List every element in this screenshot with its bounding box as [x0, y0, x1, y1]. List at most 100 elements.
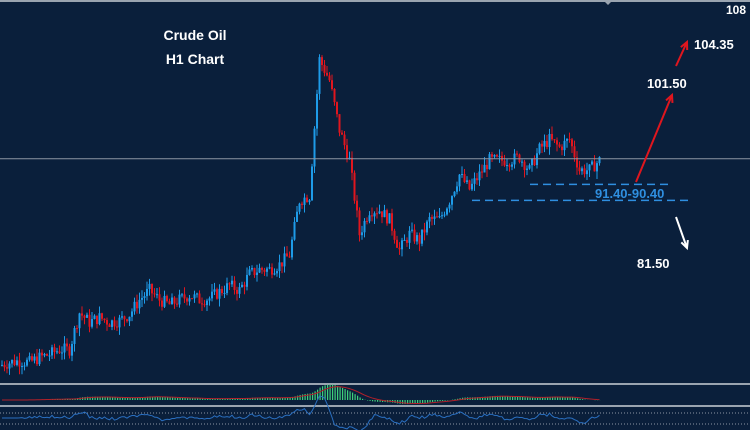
histogram-bar: [439, 400, 441, 402]
histogram-bar: [127, 397, 129, 400]
histogram-bar: [172, 397, 174, 400]
histogram-bar: [134, 397, 136, 400]
histogram-bar: [567, 397, 569, 400]
candle-body: [116, 326, 118, 328]
histogram-bar: [137, 397, 139, 400]
histogram-bar: [379, 400, 381, 402]
candle-body: [3, 364, 6, 368]
candle-body: [331, 80, 333, 90]
candle-body: [126, 319, 128, 322]
candle-body: [66, 343, 68, 347]
histogram-bar: [507, 396, 509, 400]
candle-body: [541, 143, 543, 147]
histogram-bar: [174, 397, 176, 400]
candle-body: [301, 203, 303, 205]
up-arrow-icon: [635, 94, 673, 183]
candle-body: [153, 293, 156, 295]
candle-body: [118, 317, 121, 328]
candle-body: [203, 304, 206, 306]
histogram-bar: [537, 397, 539, 400]
candle-body: [396, 239, 398, 248]
candle-body: [336, 102, 338, 115]
histogram-bar: [214, 398, 216, 400]
candle-body: [506, 165, 508, 167]
histogram-bar: [559, 397, 561, 400]
candle-body: [568, 139, 571, 141]
candle-body: [393, 230, 396, 240]
candle-body: [596, 163, 598, 172]
candle-body: [256, 272, 258, 276]
candle-body: [178, 294, 181, 305]
histogram-bar: [554, 396, 556, 400]
candle-body: [446, 208, 448, 215]
candle-body: [386, 210, 388, 224]
histogram-bar: [329, 384, 331, 400]
histogram-bar: [369, 400, 371, 401]
candle-body: [246, 274, 248, 287]
histogram-bar: [442, 400, 444, 401]
candle-body: [481, 171, 483, 173]
candle-body: [151, 283, 153, 294]
candle-body: [33, 356, 36, 361]
histogram-bar: [289, 397, 291, 400]
candle-body: [423, 229, 426, 233]
candle-body: [321, 57, 323, 65]
candle-body: [441, 215, 443, 217]
candle-body: [196, 293, 198, 295]
histogram-bar: [259, 397, 261, 400]
histogram-bar: [409, 400, 411, 404]
histogram-bar: [139, 397, 141, 400]
down-arrow-icon: [675, 216, 688, 249]
candle-body: [363, 220, 366, 233]
up-arrow-icon-head: [665, 92, 674, 104]
candle-body: [558, 144, 561, 147]
candle-body: [276, 271, 278, 274]
candle-body: [248, 269, 251, 275]
histogram-bar: [577, 398, 579, 400]
candle-body: [86, 314, 88, 318]
candle-body: [121, 316, 123, 318]
candle-body: [311, 166, 313, 201]
candle-body: [111, 320, 113, 327]
histogram-bar: [427, 400, 429, 403]
histogram-bar: [484, 396, 486, 400]
candle-body: [103, 318, 106, 321]
histogram-bar: [157, 396, 159, 400]
candle-body: [236, 289, 238, 294]
histogram-bar: [104, 396, 106, 400]
candle-body: [123, 316, 126, 320]
candle-body: [408, 230, 411, 243]
histogram-bar: [162, 397, 164, 400]
histogram-bar: [112, 397, 114, 400]
candle-body: [46, 353, 48, 356]
histogram-bar: [412, 400, 414, 404]
candle-body: [278, 262, 281, 272]
candle-body: [106, 320, 108, 325]
histogram-bar: [402, 400, 404, 404]
histogram-bar: [547, 397, 549, 400]
candle-body: [156, 294, 158, 296]
histogram-bar: [539, 397, 541, 400]
histogram-bar: [184, 397, 186, 400]
histogram-bar: [492, 396, 494, 400]
candle-body: [583, 168, 586, 175]
candle-body: [576, 157, 578, 168]
candle-body: [303, 197, 306, 205]
up-arrow-icon-2: [675, 41, 688, 67]
candle-body: [38, 352, 41, 365]
candle-body: [26, 359, 28, 366]
histogram-bar: [149, 396, 151, 400]
candle-body: [346, 145, 348, 159]
candle-body: [71, 343, 73, 356]
candle-body: [223, 292, 226, 294]
candle-body: [593, 161, 596, 172]
candle-body: [531, 158, 533, 166]
histogram-bar: [557, 396, 559, 400]
histogram-bar: [217, 398, 219, 400]
histogram-bar: [432, 400, 434, 402]
candle-body: [573, 146, 576, 158]
histogram-bar: [477, 397, 479, 400]
histogram-bar: [197, 398, 199, 400]
histogram-bar: [337, 385, 339, 400]
histogram-bar: [434, 400, 436, 402]
